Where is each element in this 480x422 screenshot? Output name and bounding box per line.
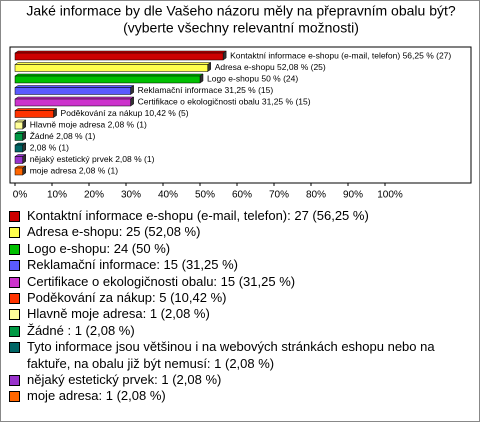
legend-swatch: [9, 342, 20, 354]
bar-label: Reklamační informace 31,25 % (15): [138, 85, 274, 95]
legend-label: Hlavně moje adresa: 1 (2,08 %): [27, 306, 210, 322]
bar-label: Certifikace o ekologičnosti obalu 31,25 …: [138, 96, 311, 106]
bar: [14, 52, 224, 61]
legend-label: Žádné : 1 (2,08 %): [27, 322, 135, 338]
bar: [14, 144, 23, 153]
bar-label: Hlavně moje adresa 2,08 % (1): [30, 119, 147, 129]
bar-label: nějaký estetický prvek 2,08 % (1): [30, 154, 155, 164]
bar-label: Poděkování za nákup 10,42 % (5): [61, 108, 189, 118]
bar: [14, 64, 208, 72]
bar: [14, 110, 54, 118]
chart-title: Jaké informace by dle Vašeho názoru měly…: [26, 3, 456, 19]
legend-swatch: [9, 309, 20, 321]
legend-item: moje adresa: 1 (2,08 %): [9, 388, 449, 404]
bar: [14, 156, 23, 164]
legend-item: nějaký estetický prvek: 1 (2,08 %): [9, 372, 449, 388]
x-tick-label: 100%: [377, 190, 403, 201]
bar-label: Kontaktní informace e-shopu (e-mail, tel…: [230, 50, 451, 60]
bar: [14, 75, 201, 84]
plot: Jaké informace by dle Vašeho názoru měly…: [9, 3, 472, 201]
bar: [14, 87, 131, 95]
x-tick-label: 50%: [195, 190, 215, 201]
x-tick-label: 30%: [121, 190, 141, 201]
x-tick-label: 70%: [269, 190, 289, 201]
legend-swatch: [9, 293, 20, 305]
legend-label: Adresa e-shopu: 25 (52,08 %): [27, 224, 201, 240]
legend-item: Reklamační informace: 15 (31,25 %): [9, 257, 449, 273]
plot-frame: [9, 46, 472, 184]
bar-top: [14, 85, 135, 88]
legend-swatch: [9, 227, 20, 239]
bar-label: Adresa e-shopu 52,08 % (25): [215, 62, 326, 72]
legend-swatch: [9, 325, 20, 337]
bar-label: 2,08 % (1): [30, 142, 69, 152]
bar: [14, 98, 131, 107]
legend-item: Certifikace o ekologičnosti obalu: 15 (3…: [9, 274, 449, 290]
legend: Kontaktní informace e-shopu (e-mail, tel…: [9, 208, 449, 405]
x-tick-label: 60%: [232, 190, 252, 201]
legend-item: Žádné : 1 (2,08 %): [9, 323, 449, 339]
legend-item: Poděkování za nákup: 5 (10,42 %): [9, 290, 449, 306]
legend-item: Tyto informace jsou většinou i na webový…: [9, 339, 449, 372]
x-tick-label: 90%: [343, 190, 363, 201]
legend-label: Poděkování za nákup: 5 (10,42 %): [27, 290, 227, 306]
bar-top: [14, 62, 212, 65]
legend-label: Certifikace o ekologičnosti obalu: 15 (3…: [27, 273, 296, 289]
bar-top: [14, 73, 204, 77]
x-tick-label: 0%: [13, 190, 28, 201]
legend-swatch: [9, 375, 20, 387]
bar-label: Logo e-shopu 50 % (24): [207, 73, 298, 83]
legend-label: Tyto informace jsou většinou i na webový…: [27, 339, 435, 371]
legend-item: Logo e-shopu: 24 (50 %): [9, 241, 449, 257]
bar-label: Žádné 2,08 % (1): [30, 131, 96, 141]
legend-swatch: [9, 260, 20, 272]
legend-swatch: [9, 211, 20, 222]
bar: [14, 133, 23, 141]
legend-label: moje adresa: 1 (2,08 %): [27, 388, 166, 404]
bar: [14, 121, 23, 130]
bar: [14, 167, 23, 176]
bar-top: [14, 96, 135, 100]
legend-label: Kontaktní informace e-shopu (e-mail, tel…: [27, 208, 369, 223]
chart-subtitle: (vyberte všechny relevantní možnosti): [123, 20, 359, 36]
x-tick-label: 20%: [84, 190, 104, 201]
bar-label: moje adresa 2,08 % (1): [30, 165, 119, 175]
legend-item: Hlavně moje adresa: 1 (2,08 %): [9, 306, 449, 322]
x-tick-label: 10%: [47, 190, 67, 201]
bar-top: [14, 50, 227, 54]
legend-label: Logo e-shopu: 24 (50 %): [27, 240, 171, 256]
legend-swatch: [9, 243, 20, 255]
legend-item: Adresa e-shopu: 25 (52,08 %): [9, 224, 449, 240]
legend-label: Reklamační informace: 15 (31,25 %): [27, 257, 238, 273]
legend-swatch: [9, 276, 20, 288]
x-tick-label: 80%: [306, 190, 326, 201]
legend-swatch: [9, 391, 20, 403]
legend-item: Kontaktní informace e-shopu (e-mail, tel…: [9, 208, 449, 224]
legend-label: nějaký estetický prvek: 1 (2,08 %): [27, 372, 222, 388]
bar-top: [14, 108, 58, 111]
x-tick-label: 40%: [158, 190, 178, 201]
